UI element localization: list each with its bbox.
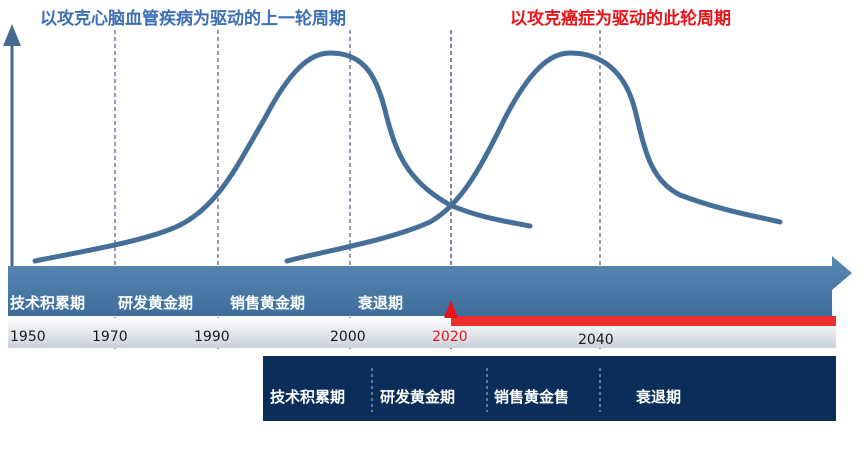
bottom-phase-decline: 衰退期	[636, 388, 682, 406]
top-phase-rnd-golden: 研发黄金期	[118, 294, 194, 312]
bottom-phase-rnd-golden: 研发黄金期	[380, 388, 456, 406]
future-progress-bar	[451, 316, 836, 326]
bottom-phase-sales-golden: 销售黄金售	[494, 388, 570, 406]
top-phase-decline: 衰退期	[358, 294, 404, 312]
year-label-1950: 1950	[10, 329, 46, 345]
year-label-2040: 2040	[578, 332, 614, 348]
y-axis-arrowhead	[3, 24, 21, 46]
top-phase-band	[8, 256, 852, 316]
year-label-1970: 1970	[92, 329, 128, 345]
top-phase-accumulation: 技术积累期	[10, 294, 86, 312]
current-cycle-title: 以攻克癌症为驱动的此轮周期	[510, 9, 731, 29]
top-phase-sales-golden: 销售黄金期	[230, 294, 306, 312]
year-label-1990: 1990	[194, 329, 230, 345]
previous-cycle-curve	[32, 50, 533, 264]
previous-cycle-title: 以攻克心脑血管疾病为驱动的上一轮周期	[40, 9, 346, 29]
bottom-phase-accumulation: 技术积累期	[270, 388, 346, 406]
year-label-2020: 2020	[432, 329, 468, 345]
current-year-marker	[444, 300, 458, 318]
current-cycle-curve	[284, 50, 783, 264]
bottom-phase-band	[263, 356, 836, 421]
year-label-2000: 2000	[330, 329, 366, 345]
